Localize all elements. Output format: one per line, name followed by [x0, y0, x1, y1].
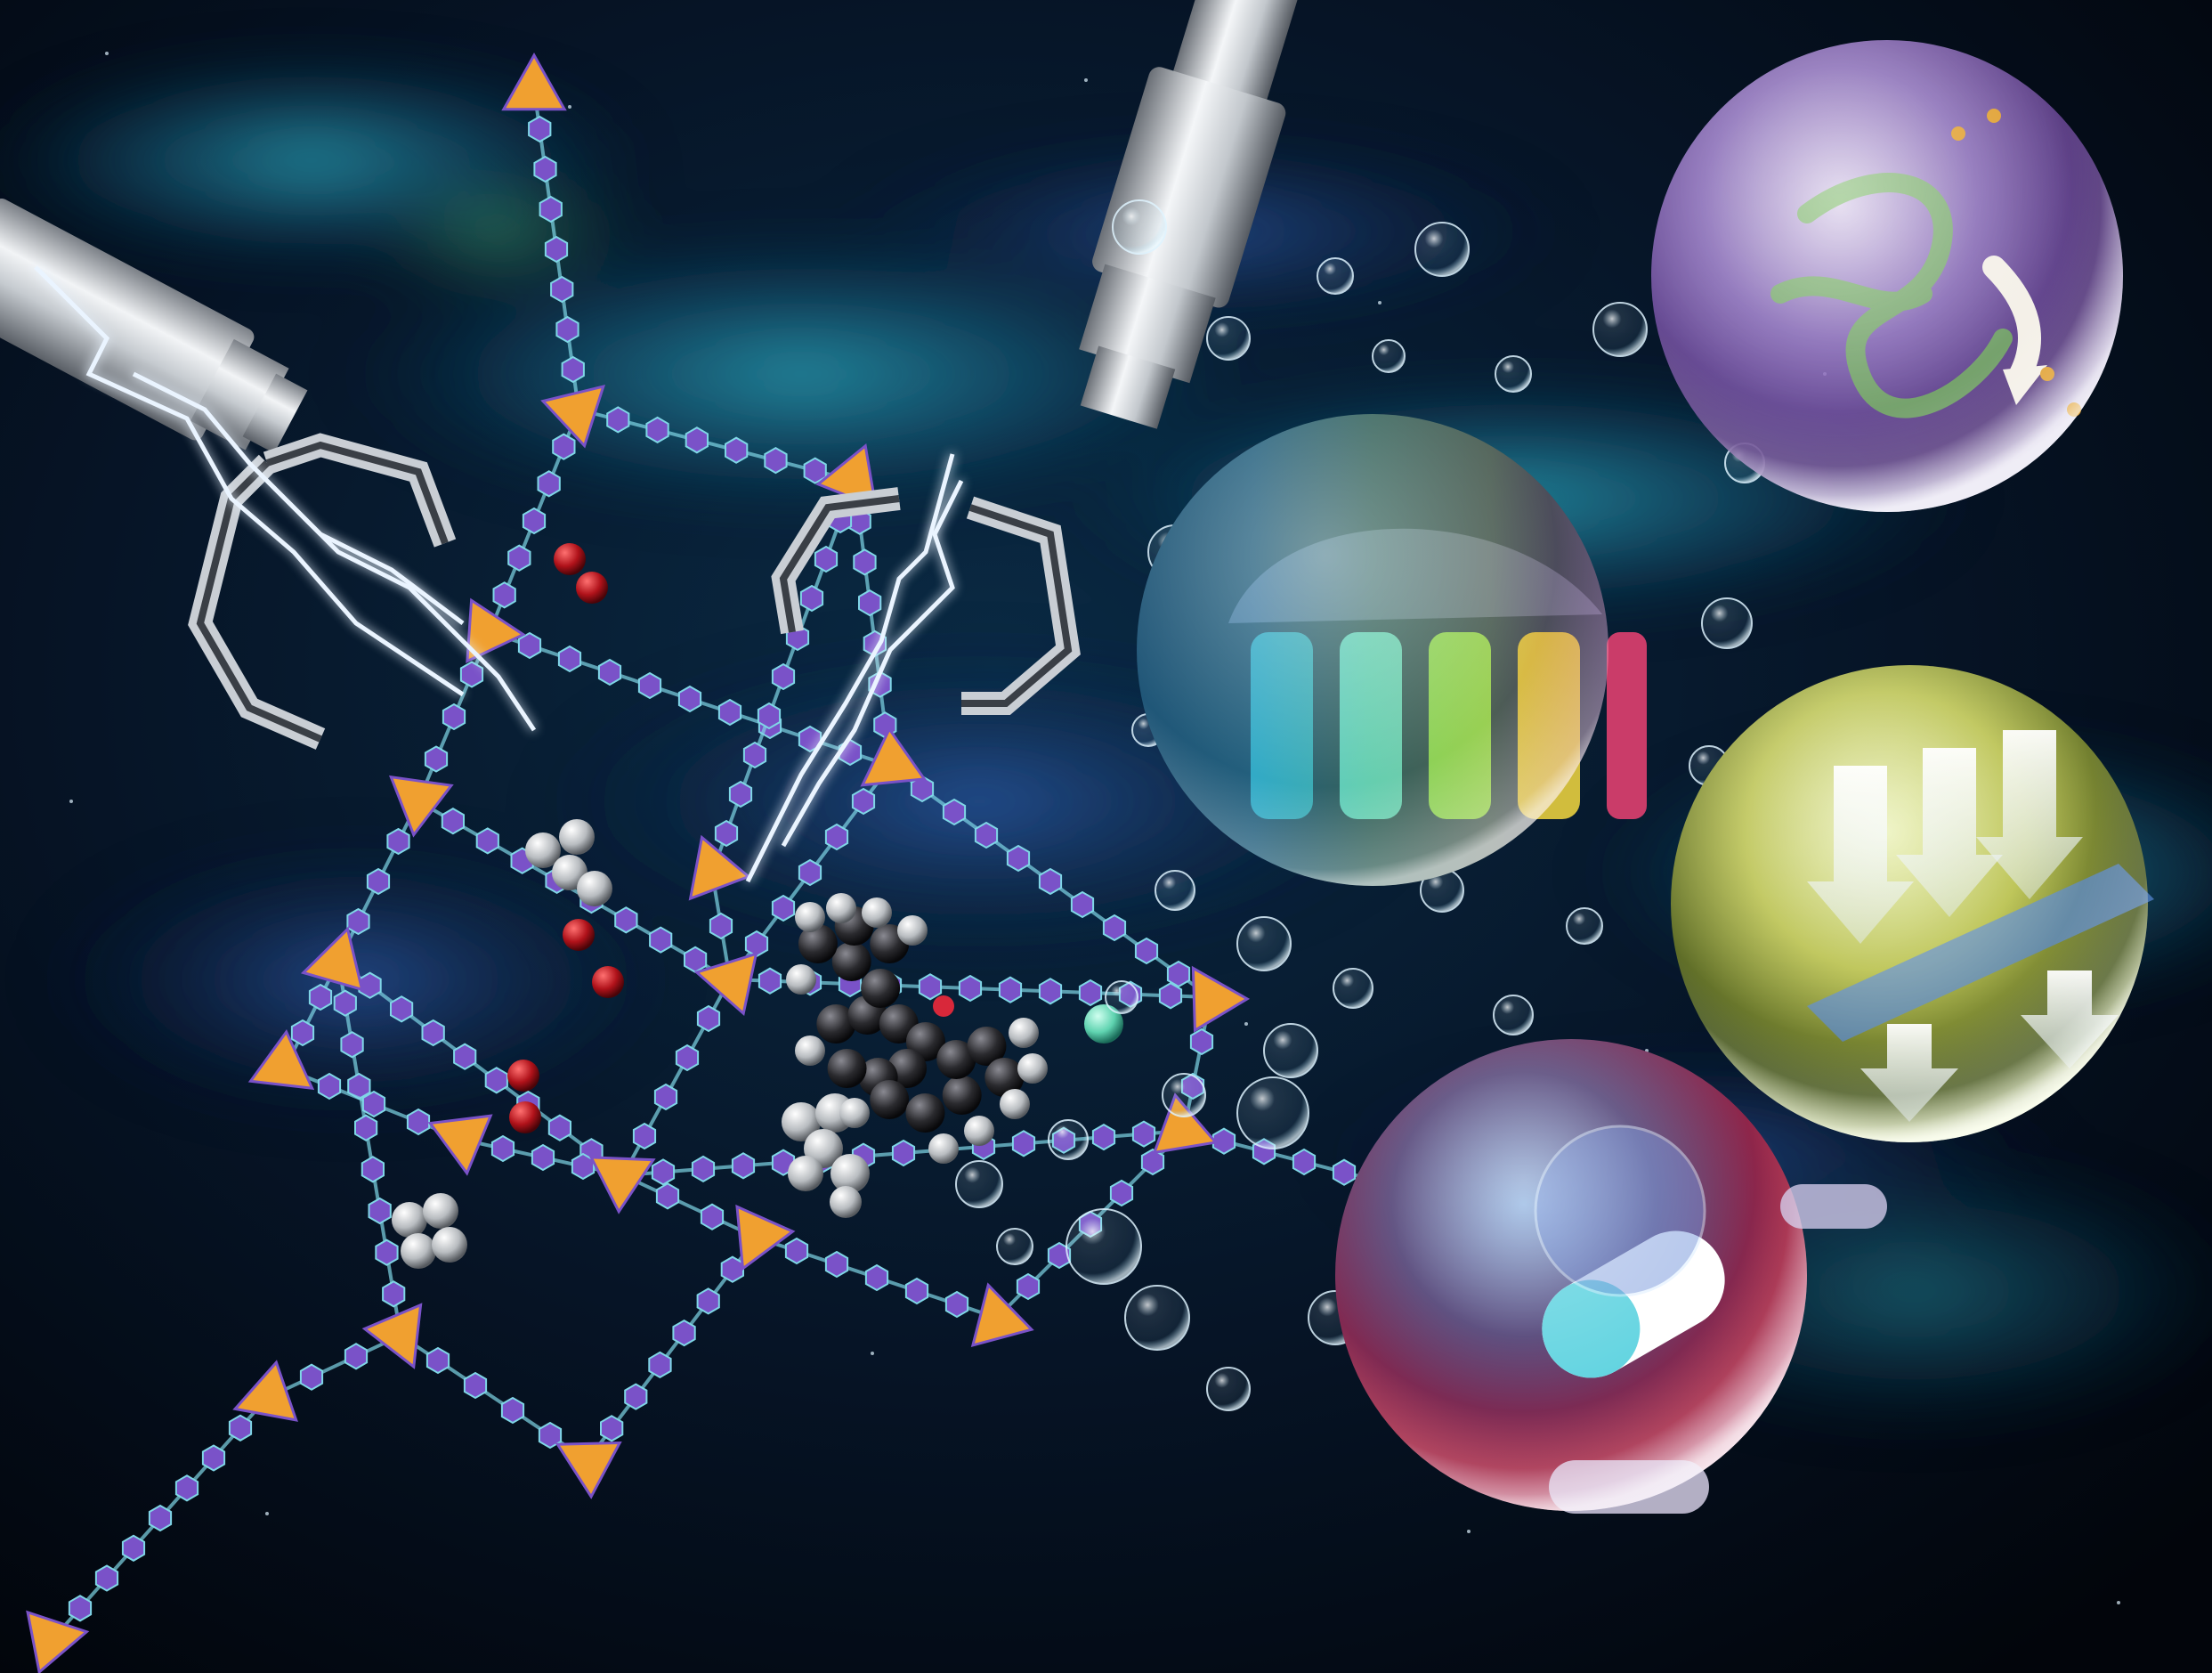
catalysis-sphere: [1651, 40, 2123, 512]
